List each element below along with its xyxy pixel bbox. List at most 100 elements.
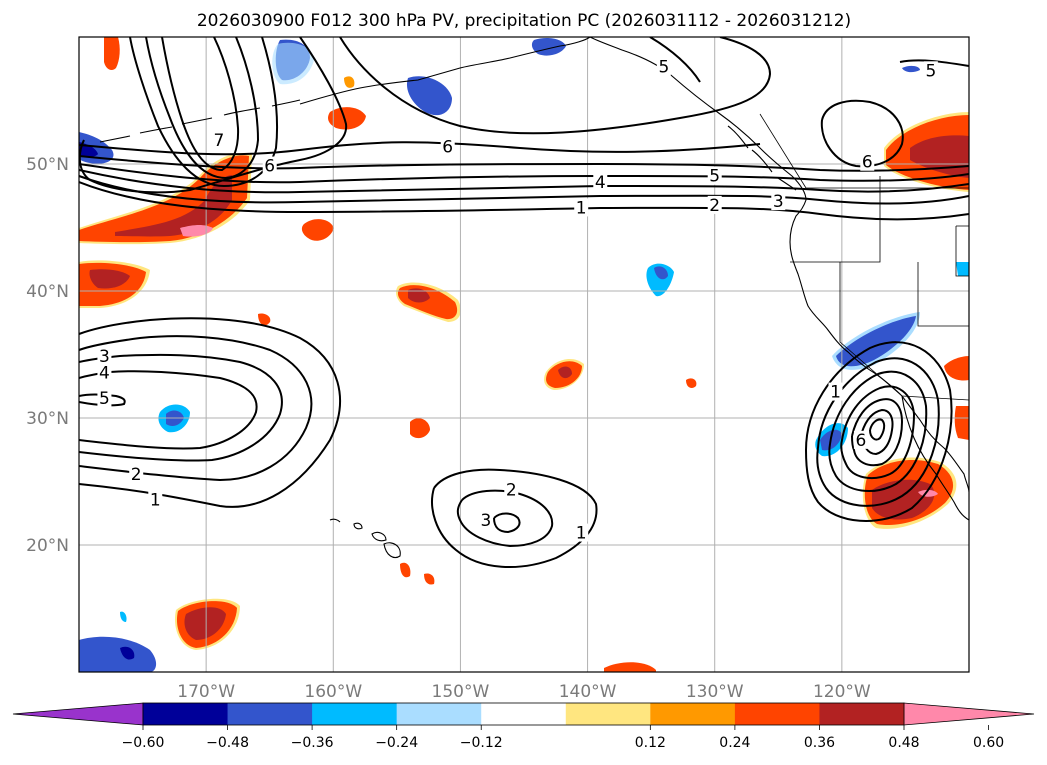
precip-neg-137w-41n-core xyxy=(654,266,668,280)
contour-label-bg xyxy=(129,465,144,484)
colorbar-tick-label: 0.48 xyxy=(888,735,919,751)
contour-label: 5 xyxy=(709,167,720,187)
contour-label: 1 xyxy=(576,198,587,218)
contour-label-bg xyxy=(923,61,938,80)
coastline-alaska-south xyxy=(299,37,591,105)
coastline-aleutians xyxy=(99,99,301,143)
colorbar-segment xyxy=(565,703,651,725)
longitude-tick-labels: 170°W 160°W 150°W 140°W 130°W 120°W xyxy=(177,682,871,702)
colorbar-tick-label: −0.48 xyxy=(206,735,249,751)
contour-label: 3 xyxy=(480,511,491,531)
precip-neg-southwest-small xyxy=(120,611,127,622)
precip-band-northwest-red xyxy=(115,175,232,237)
contour-label-bg xyxy=(707,195,722,214)
precip-band-northwest-pink xyxy=(180,225,213,237)
contour-label: 5 xyxy=(99,389,110,409)
coastline-hawaii-3 xyxy=(371,531,387,542)
contour-label-bg xyxy=(211,131,226,150)
contour-label-bg xyxy=(97,363,112,382)
lon-tick-label: 140°W xyxy=(559,682,617,702)
contour-label: 5 xyxy=(925,61,936,81)
coastline-baja xyxy=(901,395,969,521)
colorbar-segment xyxy=(819,703,905,725)
colorbar-tick-label: 0.12 xyxy=(635,735,666,751)
precip-pos-152w-40n-red xyxy=(408,288,430,303)
colorbar-outline xyxy=(142,702,905,726)
border-states-4 xyxy=(955,225,969,277)
colorbar-tick-label: 0.60 xyxy=(973,735,1004,751)
contour-label: 1 xyxy=(830,383,841,403)
lat-tick-label: 40°N xyxy=(26,282,69,302)
pv-low-east-3 xyxy=(828,370,928,492)
lon-tick-label: 170°W xyxy=(177,682,235,702)
pv-north-loop xyxy=(339,37,772,135)
colorbar-segment xyxy=(650,703,736,725)
gridlines xyxy=(79,37,969,672)
precip-pos-hawaii-2 xyxy=(424,573,435,585)
colorbar-tick-label: −0.60 xyxy=(122,735,165,751)
pv-low-west-2 xyxy=(79,335,313,482)
contour-label-bg xyxy=(828,382,843,401)
pv-contour-2 xyxy=(79,175,969,205)
pv-northeast-loop xyxy=(820,99,904,168)
precip-neg-east-edge xyxy=(956,262,969,276)
precip-pos-west-40n-red xyxy=(89,269,130,289)
precip-pos-south xyxy=(604,662,656,672)
contour-label: 2 xyxy=(131,465,142,485)
pv-contour-4 xyxy=(79,163,969,184)
colorbar-tick-label: −0.36 xyxy=(291,735,334,751)
pv-contour-6 xyxy=(79,141,761,156)
pv-ridge-loop xyxy=(79,37,348,194)
colorbar-segment xyxy=(143,703,229,725)
contour-label-bg xyxy=(148,490,163,509)
pv-ridge-inner-1 xyxy=(161,37,240,172)
colorbar-tick-label: −0.12 xyxy=(460,735,503,751)
colorbar-extend-low xyxy=(12,702,144,726)
border-us-mexico xyxy=(901,395,969,401)
colorbar: −0.60 −0.48 −0.36 −0.24 −0.12 0.12 0.24 0.36 0.4… xyxy=(12,702,1035,751)
contour-label-bg xyxy=(860,152,875,171)
precip-pos-north-3 xyxy=(328,107,366,130)
contour-label-bg xyxy=(440,137,455,156)
precip-neg-north-4 xyxy=(531,38,566,56)
coastline-hawaii-2 xyxy=(353,522,363,530)
pv-low-east-1 xyxy=(805,341,953,522)
contour-label-bg xyxy=(504,480,519,499)
map-frame xyxy=(78,36,970,673)
lat-tick-label: 20°N xyxy=(26,536,69,556)
colorbar-tick-label: −0.24 xyxy=(375,735,418,751)
colorbar-segment xyxy=(227,703,313,725)
contour-label-bg xyxy=(656,57,671,76)
contour-label-bg xyxy=(853,430,868,449)
precip-pos-133w-33n xyxy=(686,378,697,388)
contour-label: 2 xyxy=(506,480,517,500)
coastline-north-america xyxy=(589,37,969,493)
contour-label-bg xyxy=(574,523,589,542)
contour-label: 6 xyxy=(856,431,867,451)
coastline-hawaii-4 xyxy=(383,542,401,559)
precip-neg-northeast-small xyxy=(902,65,920,73)
contour-label: 7 xyxy=(213,131,224,151)
contour-label: 3 xyxy=(773,192,784,212)
precip-pos-hawaii-1 xyxy=(400,562,411,578)
precip-neg-east-coast-mid xyxy=(836,316,916,367)
precip-pos-141w-33n-red xyxy=(558,366,572,379)
coastline-hawaii-1 xyxy=(329,518,341,523)
precip-pos-east-edge-1 xyxy=(944,356,969,381)
political-borders xyxy=(759,113,969,401)
border-states-1 xyxy=(790,176,881,263)
precip-pos-165w xyxy=(258,313,271,326)
contour-label-bg xyxy=(262,156,277,175)
contour-label-bg xyxy=(574,198,589,217)
pv-north-5-contour xyxy=(649,37,701,83)
pv-low-east-5 xyxy=(851,398,904,467)
pv-low-central-3 xyxy=(493,512,521,534)
precip-pos-170w-15n-red xyxy=(184,607,226,640)
contour-label-bg xyxy=(707,166,722,185)
colorbar-segment xyxy=(396,703,482,725)
pv-low-east-2 xyxy=(816,357,940,507)
contour-label: 6 xyxy=(862,153,873,173)
